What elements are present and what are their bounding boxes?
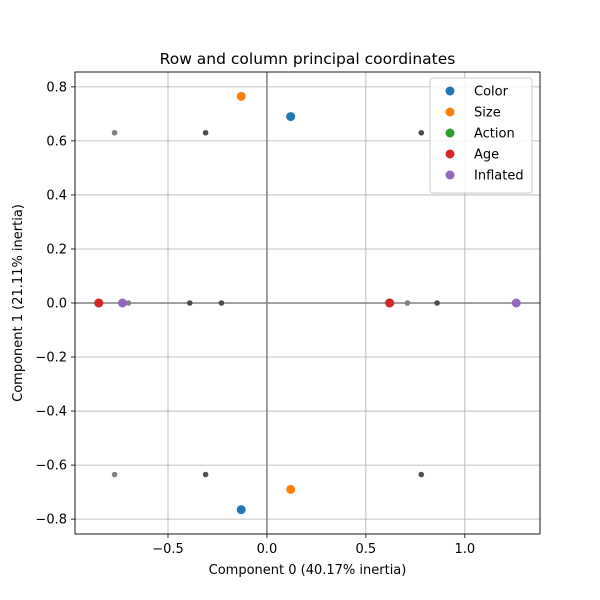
color-point bbox=[236, 505, 246, 515]
y-axis-label: Component 1 (21.11% inertia) bbox=[11, 204, 26, 402]
legend-label-inflated: Inflated bbox=[474, 169, 524, 184]
legend-marker-color bbox=[445, 86, 455, 96]
inflated-point bbox=[511, 298, 521, 308]
axis-ticks: −0.5 0.0 0.5 1.0 0.8 0.6 0.4 0.2 0.0 −0.2 −0.4 −0.6… bbox=[35, 80, 475, 557]
zero-lines bbox=[75, 72, 540, 534]
legend-marker-inflated bbox=[445, 170, 455, 180]
row-point bbox=[418, 129, 425, 136]
row-point bbox=[125, 300, 132, 306]
y-tick-label: −0.6 bbox=[35, 459, 67, 474]
legend-label-age: Age bbox=[474, 148, 499, 163]
x-tick-label: 1.0 bbox=[454, 542, 475, 557]
x-tick-label: 0.0 bbox=[257, 542, 278, 557]
y-tick-label: −0.2 bbox=[35, 351, 67, 366]
legend-label-size: Size bbox=[474, 106, 501, 121]
x-tick-label: −0.5 bbox=[152, 542, 184, 557]
row-point bbox=[218, 300, 225, 306]
age-point bbox=[385, 298, 395, 308]
age-point bbox=[94, 298, 104, 308]
y-tick-label: 0.2 bbox=[46, 242, 67, 257]
x-tick-label: 0.5 bbox=[356, 542, 377, 557]
grid bbox=[75, 72, 540, 534]
column-points bbox=[94, 91, 521, 515]
x-axis-label: Component 0 (40.17% inertia) bbox=[209, 563, 407, 578]
y-tick-label: −0.8 bbox=[35, 513, 67, 528]
y-tick-label: −0.4 bbox=[35, 405, 67, 420]
legend-label-color: Color bbox=[474, 85, 509, 100]
legend-label-action: Action bbox=[474, 127, 515, 142]
row-point bbox=[434, 300, 440, 306]
color-point bbox=[286, 112, 296, 122]
row-point bbox=[202, 129, 209, 136]
inflated-point bbox=[117, 298, 127, 308]
y-tick-label: 0.8 bbox=[46, 80, 67, 95]
size-point bbox=[236, 91, 246, 101]
y-tick-label: 0.6 bbox=[46, 134, 67, 149]
row-point bbox=[111, 471, 118, 478]
row-points bbox=[111, 129, 440, 478]
legend-marker-age bbox=[445, 149, 455, 159]
legend-marker-size bbox=[445, 107, 455, 117]
row-point bbox=[404, 300, 411, 306]
size-point bbox=[286, 484, 296, 494]
row-point bbox=[186, 300, 193, 306]
legend: Color Size Action Age Inflated bbox=[429, 77, 533, 194]
legend-box bbox=[429, 77, 533, 194]
row-point bbox=[111, 129, 118, 136]
row-point bbox=[202, 471, 209, 478]
chart-title: Row and column principal coordinates bbox=[160, 50, 456, 68]
legend-marker-action bbox=[445, 128, 455, 138]
y-tick-label: 0.0 bbox=[46, 297, 67, 312]
y-tick-label: 0.4 bbox=[46, 188, 67, 203]
row-point bbox=[418, 471, 425, 478]
